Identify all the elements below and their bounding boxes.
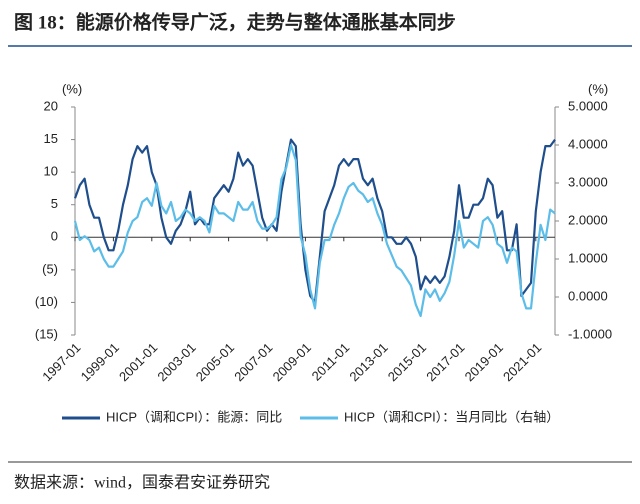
x-tick-label: 2001-01 [116, 340, 160, 384]
y2-tick-label: 5.0000 [568, 98, 608, 113]
chart-title: 图 18：能源价格传导广泛，走势与整体通胀基本同步 [14, 10, 456, 33]
x-tick-label: 1997-01 [39, 340, 83, 384]
y2-tick-label: 4.0000 [568, 136, 608, 151]
series-line [73, 143, 556, 318]
y-tick-label: (10) [35, 294, 58, 309]
y-tick-label: 15 [44, 131, 58, 146]
x-tick-label: 2019-01 [462, 340, 506, 384]
y-tick-label: 0 [51, 229, 58, 244]
x-tick-label: 2003-01 [154, 340, 198, 384]
y2-axis-label: (%) [588, 81, 608, 96]
y-tick-label: 10 [44, 164, 58, 179]
legend-label: HICP（调和CPI）：当月同比（右轴） [344, 409, 559, 424]
x-tick-label: 1999-01 [78, 340, 122, 384]
x-tick-label: 2009-01 [270, 340, 314, 384]
y-tick-label: 5 [51, 196, 58, 211]
y2-tick-label: 0.0000 [568, 288, 608, 303]
x-tick-label: 2007-01 [231, 340, 275, 384]
y2-tick-label: 3.0000 [568, 174, 608, 189]
x-tick-label: 2021-01 [500, 340, 544, 384]
x-tick-label: 2013-01 [346, 340, 390, 384]
y-axis-label: (%) [62, 81, 82, 96]
y-tick-label: (15) [35, 326, 58, 341]
x-tick-label: 2015-01 [385, 340, 429, 384]
source: 数据来源：wind，国泰君安证券研究 [14, 474, 270, 492]
x-tick-label: 2005-01 [193, 340, 237, 384]
y2-tick-label: -1.0000 [568, 326, 612, 341]
y2-tick-label: 1.0000 [568, 250, 608, 265]
x-tick-label: 2017-01 [423, 340, 467, 384]
y-tick-label: (5) [42, 261, 58, 276]
y-tick-label: 20 [44, 98, 58, 113]
x-tick-label: 2011-01 [309, 340, 353, 384]
legend-label: HICP（调和CPI）：能源：同比 [106, 409, 282, 424]
y2-tick-label: 2.0000 [568, 212, 608, 227]
